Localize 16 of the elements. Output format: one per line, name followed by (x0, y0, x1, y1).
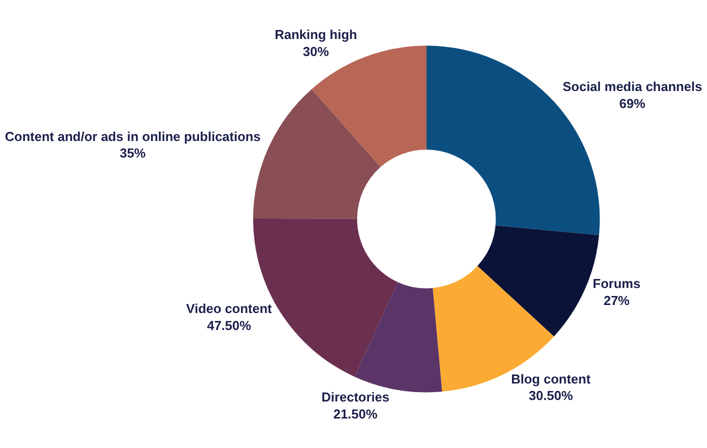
slice-label: Video content (186, 301, 273, 316)
slice-label: Social media channels (562, 79, 702, 94)
data-label: 30% (302, 44, 330, 59)
data-label: 30.50% (528, 388, 574, 404)
slice-label: Forums (592, 276, 640, 292)
slice-label: Directories (321, 389, 390, 404)
donut-slice (354, 282, 442, 392)
data-label: 27% (604, 293, 630, 308)
slice-label: Blog content (511, 371, 592, 386)
slice-label: Content and/or ads in online publications (4, 128, 261, 144)
slice-label: Ranking high (274, 26, 358, 42)
data-label: 35% (120, 146, 146, 161)
data-label: 47.50% (206, 318, 252, 334)
data-label: 21.50% (333, 406, 378, 422)
donut-slice (426, 46, 600, 236)
data-label: 69% (619, 96, 646, 112)
